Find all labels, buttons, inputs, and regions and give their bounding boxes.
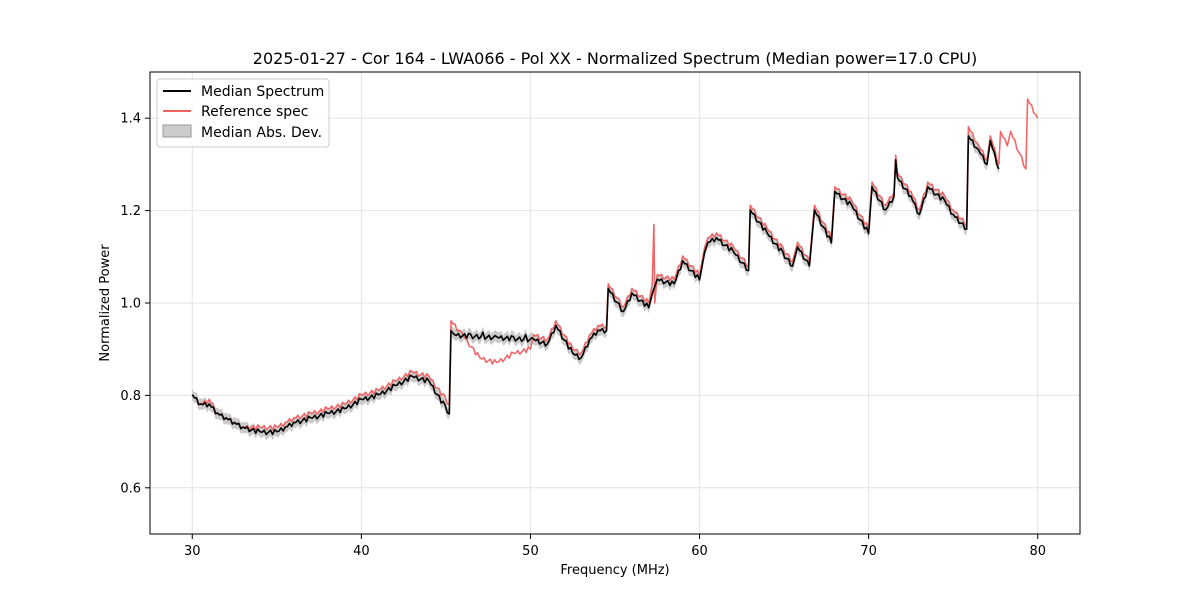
- median-spectrum-line: [191, 135, 1000, 436]
- y-tick-label: 1.2: [120, 204, 141, 219]
- y-tick-label: 1.4: [120, 112, 141, 127]
- y-tick-label: 0.6: [120, 481, 141, 496]
- reference-spectrum-line: [191, 98, 1039, 431]
- x-tick-label: 50: [522, 544, 539, 559]
- reference-line-layer: [191, 98, 1039, 431]
- legend: Median Spectrum Reference spec Median Ab…: [156, 78, 330, 148]
- x-tick-label: 80: [1029, 544, 1046, 559]
- chart-title: 2025-01-27 - Cor 164 - LWA066 - Pol XX -…: [253, 49, 977, 68]
- legend-mad-swatch: [162, 124, 192, 138]
- legend-reference-label: Reference spec: [201, 104, 308, 120]
- y-axis-label: Normalized Power: [98, 244, 113, 362]
- x-axis-label: Frequency (MHz): [560, 563, 669, 578]
- x-tick-label: 40: [353, 544, 370, 559]
- x-tick-label: 60: [691, 544, 708, 559]
- grid: [150, 72, 1080, 534]
- axis-ticks: 30 40 50 60 70 80 0.6 0.8 1.0 1.2 1.4: [120, 112, 1046, 559]
- y-tick-label: 0.8: [120, 389, 141, 404]
- x-tick-label: 30: [184, 544, 201, 559]
- y-tick-label: 1.0: [120, 297, 141, 312]
- legend-box: [156, 78, 330, 148]
- median-line-layer: [191, 135, 1000, 436]
- legend-median-label: Median Spectrum: [201, 84, 324, 100]
- x-tick-label: 70: [860, 544, 877, 559]
- legend-mad-label: Median Abs. Dev.: [201, 125, 322, 141]
